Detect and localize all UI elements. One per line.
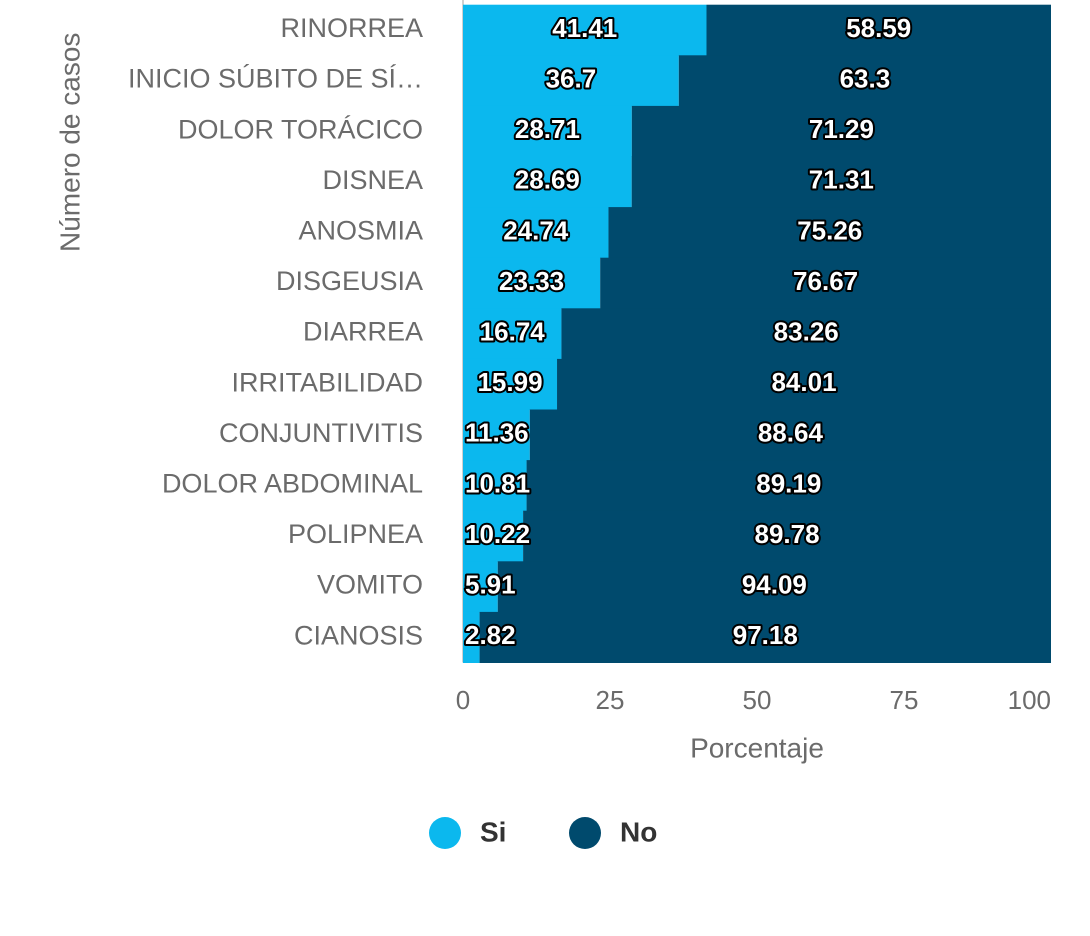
y-tick-label: DOLOR TORÁCICO [178,114,423,144]
y-tick-label: DISNEA [322,165,423,195]
y-axis-title: Número de casos [54,33,85,252]
bar-segment [463,4,707,56]
bar-segment [631,105,1051,157]
x-tick-label: 0 [456,685,470,715]
bar-segment [463,308,562,360]
value-label: 41.41 [552,13,617,43]
y-tick-label: IRRITABILIDAD [231,367,423,397]
x-tick-label: 75 [890,685,919,715]
value-label: 11.36 [465,418,529,448]
value-label: 63.3 [840,63,891,93]
value-label: 10.81 [465,468,530,498]
y-tick-label: VOMITO [317,570,423,600]
bar-segment [561,308,1051,360]
bar-segment [706,4,1051,56]
y-tick-label: DOLOR ABDOMINAL [162,469,423,499]
bar-segment [463,561,498,613]
y-tick-label: INICIO SÚBITO DE SÍ… [128,63,423,94]
y-tick-label: RINORREA [280,13,423,43]
value-label: 16.74 [480,316,546,346]
y-tick-label: DIARREA [303,317,423,347]
bar-segment [463,105,632,157]
value-label: 76.67 [793,266,858,296]
value-label: 23.33 [499,266,564,296]
value-label: 71.31 [809,165,874,195]
value-label: 28.69 [515,165,580,195]
bar-segment [463,207,609,259]
bar-segment [463,510,524,562]
bar-segment [463,409,530,461]
legend-label: No [620,816,657,847]
value-label: 71.29 [809,114,874,144]
bar-segment [631,156,1051,208]
value-label: 83.26 [774,316,839,346]
value-label: 89.78 [755,519,820,549]
bar-segment [678,55,1051,107]
legend-swatch [569,817,601,849]
value-label: 2.82 [465,620,516,650]
y-tick-label: ANOSMIA [298,216,423,246]
value-label: 94.09 [742,569,807,599]
value-label: 15.99 [477,367,542,397]
bar-segment [600,257,1051,309]
x-tick-label: 100 [1008,685,1051,715]
y-tick-label: DISGEUSIA [276,266,423,296]
y-tick-label: CONJUNTIVITIS [219,418,423,448]
bar-segment [463,611,480,663]
bar-segment [463,358,558,410]
bar-segment [463,156,632,208]
value-label: 24.74 [503,215,569,245]
bar-segment [557,358,1051,410]
x-axis-title: Porcentaje [690,732,824,763]
bar-segment [479,611,1051,663]
value-label: 89.19 [756,468,821,498]
y-tick-label: CIANOSIS [294,620,423,650]
y-tick-label: POLIPNEA [288,519,423,549]
legend-swatch [429,817,461,849]
bar-segment [463,257,601,309]
bar-segment [529,409,1051,461]
value-label: 97.18 [733,620,798,650]
value-label: 10.22 [465,519,530,549]
value-label: 84.01 [771,367,836,397]
bar-segment [523,510,1051,562]
legend-label: Si [480,816,506,847]
x-tick-label: 50 [743,685,772,715]
bar-segment [497,561,1051,613]
x-tick-label: 25 [596,685,625,715]
value-label: 75.26 [797,215,862,245]
value-label: 5.91 [465,569,516,599]
bar-segment [463,55,679,107]
value-label: 28.71 [515,114,580,144]
bar-segment [526,460,1051,512]
value-label: 88.64 [758,418,824,448]
value-label: 36.7 [546,63,597,93]
bar-segment [608,207,1051,259]
value-label: 58.59 [846,13,911,43]
bar-segment [463,460,527,512]
